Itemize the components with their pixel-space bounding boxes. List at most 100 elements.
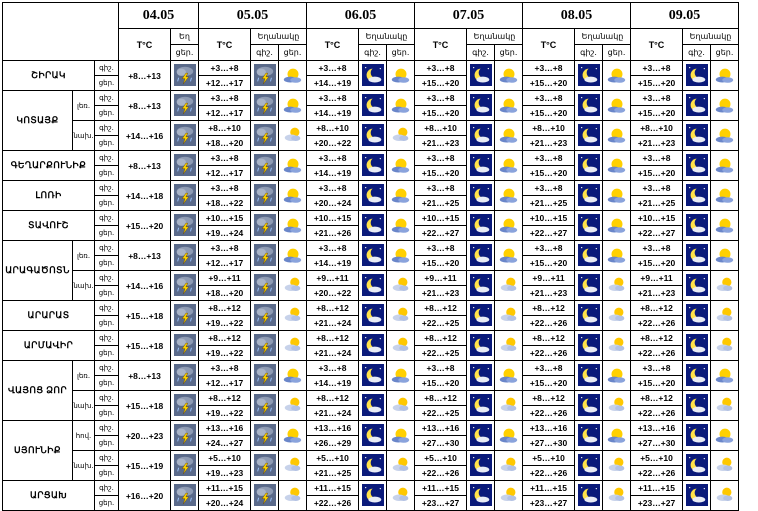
moon-icon — [469, 153, 493, 178]
temperature-value: +9…+11 — [522, 270, 575, 286]
temperature-value: +21…+23 — [529, 288, 568, 298]
temperature-value: +19…+24 — [198, 225, 251, 241]
region-name: ԼՈՌԻ — [2, 180, 95, 211]
weather-icon-cell — [494, 150, 523, 181]
weather-icon-cell — [682, 180, 711, 211]
storm-icon — [173, 63, 197, 88]
sun-icon — [281, 243, 305, 268]
cloud-sun-icon — [389, 453, 413, 478]
temperature-value: +3…+8 — [318, 183, 347, 193]
weather-icon-cell — [358, 300, 387, 331]
temperature-value: +3…+8 — [414, 240, 467, 256]
table-row: ցեր. +19…+22 +21…+24 +22…+25 +22…+26 +22…+26 — [3, 315, 739, 331]
weather-header: Եղանակը — [473, 32, 516, 41]
temperature-value: +15…+20 — [414, 105, 467, 121]
storm-icon — [253, 363, 277, 388]
temperature-value: +15…+20 — [529, 168, 568, 178]
corner-cell — [2, 2, 119, 61]
weather-icon-cell — [574, 390, 603, 421]
sun-icon — [497, 63, 521, 88]
table-row: ԱՐԱՐԱՏ գիշ. +15…+18 +8…+12 +8…+12 +8…+12 +8…+1… — [2, 300, 739, 331]
day-header: ցեր. — [283, 48, 302, 57]
weather-icon-cell — [494, 120, 523, 151]
weather-icon-cell — [358, 210, 387, 241]
weather-icon-cell — [682, 210, 711, 241]
temperature-value: +12…+17 — [205, 78, 244, 88]
temperature-value: +11…+15 — [314, 483, 351, 493]
temperature-value: +8…+10 — [532, 123, 565, 133]
cloud-sun-icon — [281, 333, 305, 358]
temperature-value: +23…+27 — [522, 495, 575, 511]
cloud-sun-icon — [281, 393, 305, 418]
temperature-value: +10…+15 — [313, 213, 352, 223]
region-name: ՇԻՐԱԿ — [31, 70, 66, 80]
temperature-value: +8…+12 — [316, 303, 349, 313]
temperature-value: +10…+15 — [522, 210, 575, 226]
temperature-value: +9…+11 — [316, 273, 349, 283]
temperature-value: +12…+17 — [205, 168, 244, 178]
temp-header: T°C — [306, 28, 359, 61]
temperature-value: +11…+15 — [522, 480, 575, 496]
weather-icon-cell — [358, 60, 387, 91]
temperature-value: +3…+8 — [414, 90, 467, 106]
weather-icon-cell — [278, 60, 307, 91]
cloud-sun-icon — [497, 333, 521, 358]
sun-icon — [605, 423, 629, 448]
sun-icon — [713, 63, 737, 88]
sun-icon — [497, 123, 521, 148]
weather-icon-cell — [466, 120, 495, 151]
temperature-value: +3…+8 — [630, 150, 683, 166]
temperature-value: +3…+8 — [534, 243, 563, 253]
region-name: ԳԵՂԱՐՔՈՒՆԻՔ — [2, 150, 95, 181]
day-label: ցեր. — [94, 165, 119, 181]
temperature-value: +15…+20 — [414, 165, 467, 181]
temperature-value: +10…+15 — [529, 213, 568, 223]
temperature-value: +8…+12 — [198, 390, 251, 406]
table-row: ցեր. +12…+17 +14…+19 +15…+20 +15…+20 +15…+20 — [3, 75, 739, 91]
night-header: գիշ. — [688, 48, 705, 57]
temperature-value: +22…+26 — [637, 468, 676, 478]
storm-icon — [173, 273, 197, 298]
weather-icon-cell — [386, 150, 415, 181]
night-label: գիշ. — [94, 270, 119, 286]
temperature-value: +15…+20 — [414, 255, 467, 271]
storm-icon — [173, 123, 197, 148]
moon-icon — [685, 303, 709, 328]
weather-icon-cell — [682, 480, 711, 511]
date-header: 07.05 — [452, 7, 485, 23]
cloud-sun-icon — [389, 303, 413, 328]
temperature-value: +13…+16 — [522, 420, 575, 436]
weather-icon-cell — [682, 330, 711, 361]
temperature-value: +19…+24 — [205, 228, 244, 238]
temperature-value: +3…+8 — [414, 60, 467, 76]
weather-icon-cell — [250, 420, 279, 451]
temperature-value: +22…+27 — [637, 228, 676, 238]
weather-icon-cell — [574, 330, 603, 361]
night-label: գիշ. — [99, 64, 114, 72]
sun-icon — [497, 243, 521, 268]
sun-icon — [605, 243, 629, 268]
temperature-value: +12…+17 — [198, 165, 251, 181]
weather-icon-cell — [386, 270, 415, 301]
day-label: ցեր. — [94, 105, 119, 121]
cloud-sun-icon — [389, 333, 413, 358]
temp-header: T°C — [432, 39, 449, 50]
temperature-value: +11…+15 — [206, 483, 243, 493]
temperature-value: +8…+12 — [208, 303, 241, 313]
temperature-value: +15…+20 — [522, 375, 575, 391]
day-label: ցեր. — [94, 495, 119, 511]
temperature-value: +3…+8 — [198, 150, 251, 166]
sun-icon — [497, 183, 521, 208]
moon-icon — [577, 453, 601, 478]
weather-icon-cell — [466, 390, 495, 421]
cloud-sun-icon — [605, 393, 629, 418]
temperature-value: +3…+8 — [534, 63, 563, 73]
table-row: ցեր. +12…+17 +14…+19 +15…+20 +15…+20 +15…+20 — [3, 255, 739, 271]
weather-icon-cell — [574, 420, 603, 451]
temperature-value: +8…+13 — [118, 360, 171, 391]
temperature-value: +3…+8 — [414, 180, 467, 196]
weather-icon-cell — [278, 90, 307, 121]
temperature-value: +21…+26 — [313, 228, 352, 238]
region-name: ԱՐԱՐԱՏ — [2, 300, 95, 331]
weather-icon-cell — [494, 300, 523, 331]
